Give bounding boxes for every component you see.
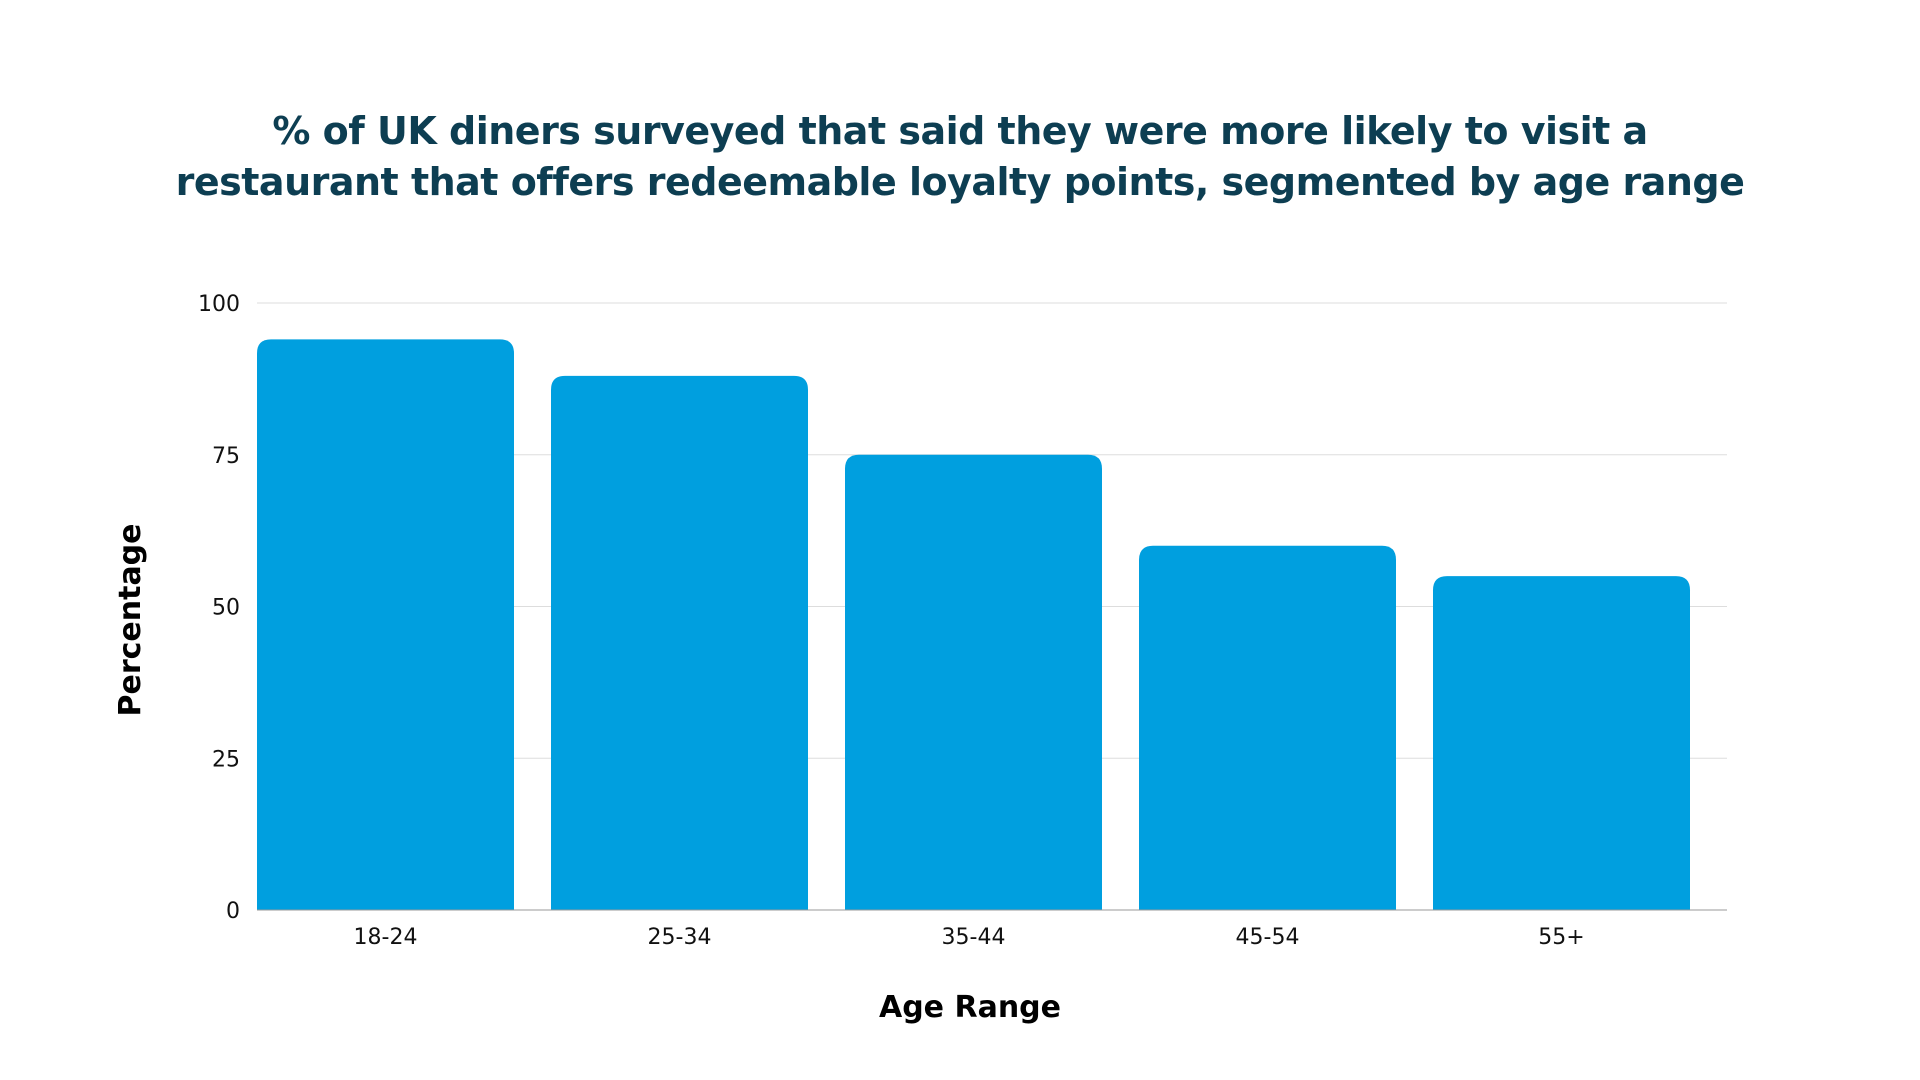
chart-title-line-2: restaurant that offers redeemable loyalt… xyxy=(175,160,1745,204)
bars xyxy=(257,339,1727,911)
y-tick-label: 75 xyxy=(212,444,240,469)
y-axis-ticks: 0 25 50 75 100 xyxy=(198,292,240,924)
x-axis-title: Age Range xyxy=(879,990,1061,1025)
x-tick-label: 25-34 xyxy=(648,925,712,950)
bar-45-54 xyxy=(1139,545,1396,910)
bar-35-44 xyxy=(845,454,1102,910)
y-tick-label: 25 xyxy=(212,747,240,772)
y-axis-title: Percentage xyxy=(113,523,148,716)
chart-title: % of UK diners surveyed that said they w… xyxy=(160,106,1760,208)
x-tick-label: 45-54 xyxy=(1236,925,1300,950)
bar-25-34 xyxy=(551,375,808,911)
x-tick-label: 55+ xyxy=(1538,925,1584,950)
x-tick-label: 35-44 xyxy=(942,925,1006,950)
x-axis-ticks: 18-24 25-34 35-44 45-54 55+ xyxy=(354,925,1585,950)
chart-title-line-1: % of UK diners surveyed that said they w… xyxy=(272,109,1648,153)
y-tick-label: 100 xyxy=(198,292,240,317)
y-tick-label: 0 xyxy=(226,899,240,924)
bar-18-24 xyxy=(257,339,514,910)
x-tick-label: 18-24 xyxy=(354,925,418,950)
bar-55+ xyxy=(1433,576,1690,910)
y-tick-label: 50 xyxy=(212,596,240,621)
